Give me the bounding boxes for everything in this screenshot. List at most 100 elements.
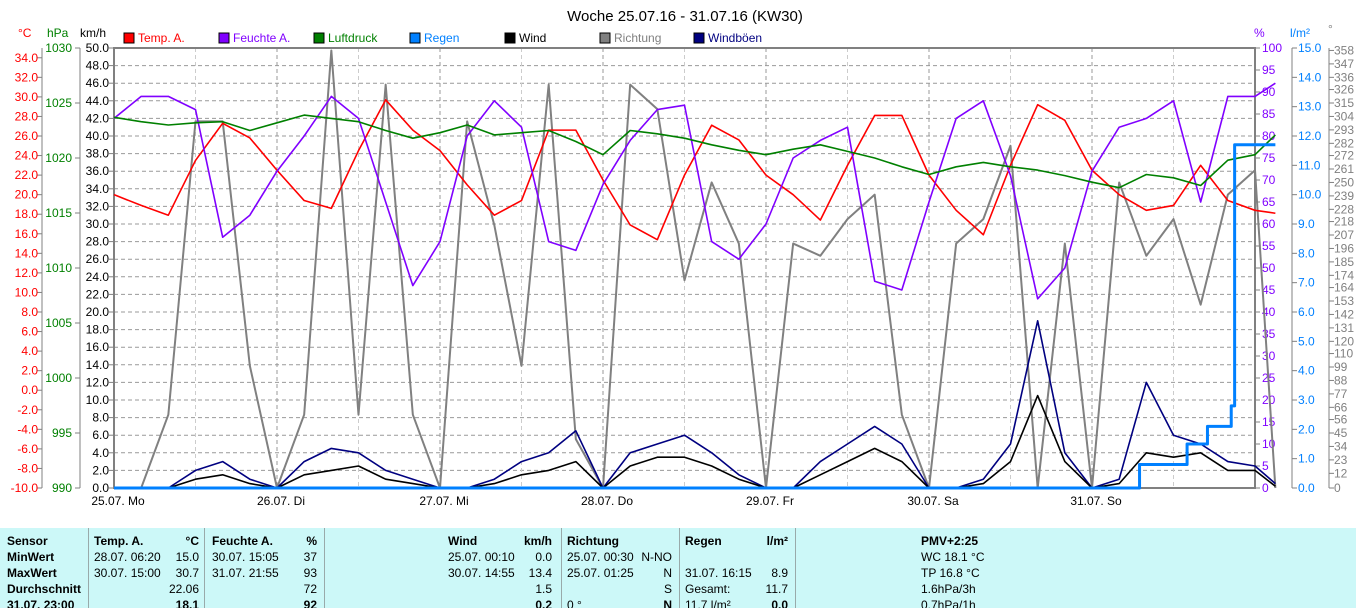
direction-tick-label: 358	[1334, 43, 1354, 57]
wind-tick-label: 40.0	[86, 129, 110, 143]
humidity-tick-label: 50	[1262, 261, 1276, 275]
wind-time: 25.07. 00:10	[448, 550, 515, 564]
wind-tick-label: 34.0	[86, 182, 110, 196]
rain-value: 11.7	[765, 582, 788, 596]
series-line-pressure	[113, 114, 1276, 189]
column-divider	[88, 528, 89, 608]
header-temp-unit: °C	[185, 534, 199, 548]
day-label: 26.07. Di	[257, 494, 305, 508]
pmv-detail: 1.6hPa/3h	[921, 582, 976, 596]
direction-tick-label: 347	[1334, 57, 1354, 71]
temp-time: 28.07. 06:20	[94, 550, 161, 564]
direction-tick-label: 0	[1334, 481, 1341, 495]
direction-value: N	[663, 598, 672, 608]
temp-tick-label: 16.0	[15, 227, 39, 241]
pmv-detail: WC 18.1 °C	[921, 550, 985, 564]
rain-tick-label: 1.0	[1298, 452, 1315, 466]
rain-tick-label: 15.0	[1298, 41, 1322, 55]
temp-tick-label: 6.0	[21, 325, 38, 339]
legend-swatch-wind	[504, 32, 516, 44]
series-line-humidity	[113, 82, 1276, 300]
rain-time: Gesamt:	[685, 582, 731, 596]
direction-tick-label: 45	[1334, 426, 1348, 440]
wind-tick-label: 46.0	[86, 76, 110, 90]
legend-label-gusts: Windböen	[708, 31, 762, 45]
temp-tick-label: 8.0	[21, 305, 38, 319]
direction-unit-label: °	[1328, 22, 1333, 36]
humidity-tick-label: 5	[1262, 459, 1269, 473]
direction-tick-label: 174	[1334, 268, 1354, 282]
humidity-tick-label: 30	[1262, 349, 1276, 363]
direction-tick-label: 239	[1334, 189, 1354, 203]
temp-tick-label: -8.0	[17, 461, 38, 475]
legend-swatch-humidity	[218, 32, 230, 44]
temp-unit-label: °C	[18, 26, 32, 40]
series-line-wind	[114, 394, 1276, 489]
direction-tick-label: 196	[1334, 241, 1354, 255]
legend-swatch-rain	[409, 32, 421, 44]
direction-tick-label: 88	[1334, 373, 1348, 387]
pmv-detail: 0.7hPa/1h	[921, 598, 976, 608]
column-divider	[561, 528, 562, 608]
wind-tick-label: 2.0	[92, 463, 109, 477]
row-label: Durchschnitt	[7, 582, 82, 596]
temp-tick-label: -6.0	[17, 442, 38, 456]
rain-value: 8.9	[771, 566, 788, 580]
day-label: 31.07. So	[1070, 494, 1122, 508]
wind-tick-label: 20.0	[86, 305, 110, 319]
wind-value: 0.0	[535, 550, 552, 564]
direction-tick-label: 12	[1334, 466, 1348, 480]
direction-tick-label: 185	[1334, 255, 1354, 269]
direction-tick-label: 272	[1334, 149, 1354, 163]
wind-tick-label: 26.0	[86, 252, 110, 266]
wind-tick-label: 24.0	[86, 270, 110, 284]
wind-value: 1.5	[535, 582, 552, 596]
humidity-tick-label: 55	[1262, 239, 1276, 253]
direction-tick-label: 207	[1334, 228, 1354, 242]
wind-tick-label: 42.0	[86, 111, 110, 125]
weather-chart: Woche 25.07.16 - 31.07.16 (KW30) °C hPa km/…	[11, 8, 1355, 508]
direction-value: S	[663, 582, 672, 596]
temp-tick-label: 4.0	[21, 344, 38, 358]
humidity-value: 93	[303, 566, 317, 580]
humidity-tick-label: 15	[1262, 415, 1276, 429]
direction-tick-label: 261	[1334, 162, 1354, 176]
header-rain-unit: l/m²	[766, 534, 788, 548]
wind-value: 13.4	[528, 566, 552, 580]
wind-tick-label: 22.0	[86, 287, 110, 301]
pressure-unit-label: hPa	[47, 26, 69, 40]
pressure-tick-label: 1025	[45, 96, 72, 110]
direction-time: 25.07. 01:25	[567, 566, 634, 580]
direction-tick-label: 23	[1334, 453, 1348, 467]
day-label: 29.07. Fr	[746, 494, 794, 508]
rain-tick-label: 5.0	[1298, 334, 1315, 348]
temp-tick-label: 24.0	[15, 149, 39, 163]
header-sensor: Sensor	[7, 534, 48, 548]
humidity-tick-label: 90	[1262, 85, 1276, 99]
day-label: 27.07. Mi	[419, 494, 468, 508]
wind-unit-label: km/h	[80, 26, 106, 40]
rain-tick-label: 9.0	[1298, 217, 1315, 231]
wind-tick-label: 44.0	[86, 94, 110, 108]
temp-value: 22.06	[168, 582, 199, 596]
pressure-tick-label: 990	[52, 481, 72, 495]
humidity-tick-label: 35	[1262, 327, 1276, 341]
pressure-tick-label: 995	[52, 426, 72, 440]
header-direction: Richtung	[567, 534, 619, 548]
direction-tick-label: 250	[1334, 175, 1354, 189]
wind-tick-label: 8.0	[92, 411, 109, 425]
direction-tick-label: 304	[1334, 109, 1354, 123]
temp-tick-label: 32.0	[15, 70, 39, 84]
column-divider	[204, 528, 205, 608]
wind-tick-label: 6.0	[92, 428, 109, 442]
temp-tick-label: 28.0	[15, 109, 39, 123]
direction-tick-label: 293	[1334, 123, 1354, 137]
header-temp: Temp. A.	[94, 534, 144, 548]
pressure-tick-label: 1000	[45, 371, 72, 385]
direction-tick-label: 228	[1334, 202, 1354, 216]
rain-value: 0.0	[771, 598, 788, 608]
header-rain: Regen	[685, 534, 722, 548]
temp-value: 18.1	[175, 598, 199, 608]
humidity-tick-label: 100	[1262, 41, 1282, 55]
humidity-tick-label: 70	[1262, 173, 1276, 187]
